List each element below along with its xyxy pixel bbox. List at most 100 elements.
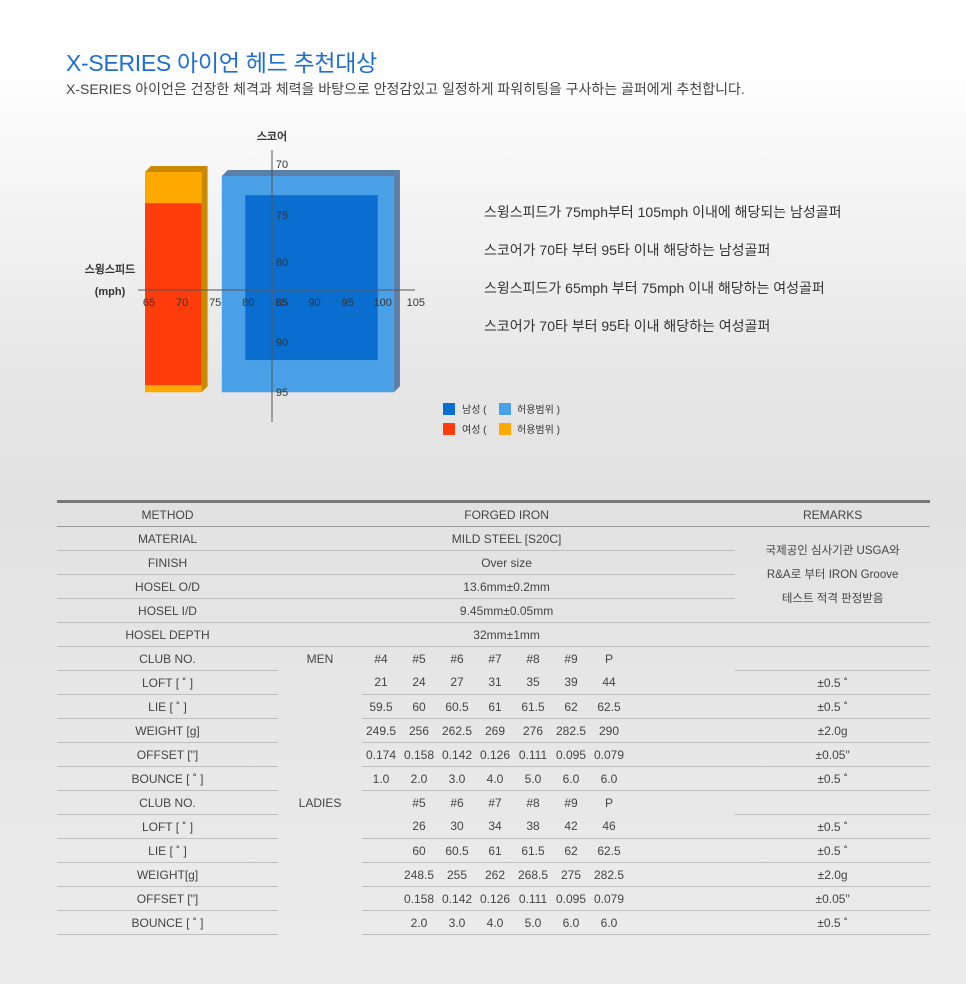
- men-core-range: [245, 195, 378, 361]
- tolerance-blank: [735, 646, 931, 671]
- spec-label: WEIGHT [g]: [57, 718, 278, 743]
- ladies-core-range: [145, 203, 202, 386]
- y-tick-label: 80: [276, 257, 288, 269]
- target-chart: 65 70 75 80 85 90 95 100 105707580859095스코어스윙스피드…: [85, 129, 560, 436]
- tolerance-value: ±0.05": [735, 886, 931, 911]
- spec-cell: 60: [400, 694, 438, 719]
- tolerance-value: ±2.0g: [735, 718, 931, 743]
- men-group-label: MEN: [306, 651, 334, 666]
- method-value: FORGED IRON: [278, 501, 736, 527]
- page-subtitle: X-SERIES 아이언은 건장한 체격과 체력을 바탕으로 안정감있고 일정하…: [66, 81, 745, 97]
- spec-cell: 61.5: [514, 838, 552, 863]
- spec-cell: 24: [400, 670, 438, 695]
- legend-label: 허용범위 ): [517, 423, 560, 436]
- men-spec-row: BOUNCE [ ˚ ] 1.0 2.0 3.0 4.0 5.0 6.0 6.0 ±0.5 ˚: [57, 766, 931, 791]
- spec-cell: 255: [438, 862, 476, 887]
- men-spec-row: LOFT [ ˚ ] 21 24 27 31 35 39 44 ±0.5 ˚: [57, 670, 931, 695]
- spec-cell: 35: [514, 670, 552, 695]
- spec-cell: 0.174: [362, 742, 400, 767]
- x-tick-label: 80: [242, 297, 254, 309]
- club-number: [362, 791, 400, 815]
- club-number: #9: [564, 795, 578, 810]
- club-number: #4: [374, 651, 388, 666]
- club-number: P: [604, 795, 613, 810]
- ladies-spec-row: OFFSET ["] 0.158 0.142 0.126 0.111 0.095 0.079…: [57, 886, 931, 911]
- spec-cell: 61: [476, 838, 514, 863]
- tolerance-value: ±2.0g: [735, 862, 931, 887]
- y-tick-label: 75: [276, 210, 288, 222]
- spec-cell: 4.0: [476, 910, 514, 935]
- x-tick-label: 65: [143, 297, 155, 309]
- x-tick-label: 100: [374, 297, 392, 309]
- spec-cell: 262: [476, 862, 514, 887]
- spec-header-row: METHOD FORGED IRON REMARKS: [57, 501, 931, 527]
- spec-cell: 3.0: [438, 910, 476, 935]
- spec-cell: 62.5: [590, 838, 628, 863]
- y-tick-label: 95: [276, 387, 288, 399]
- x-tick-label: 75: [209, 297, 221, 309]
- description-ladies-score: 스코어가 70타 부터 95타 이내 해당하는 여성골퍼: [484, 318, 771, 334]
- remarks-line: R&A로 부터 IRON Groove: [766, 568, 899, 581]
- spec-label: OFFSET ["]: [57, 886, 278, 911]
- spec-label: HOSEL O/D: [57, 574, 278, 599]
- spec-cell: 290: [590, 718, 628, 743]
- spec-cell: 0.126: [476, 886, 514, 911]
- spec-label: LIE [ ˚ ]: [57, 694, 278, 719]
- spec-cell: 38: [514, 814, 552, 839]
- spec-cell: 42: [552, 814, 590, 839]
- x-tick-label: 85: [275, 297, 287, 309]
- club-number: #5: [412, 795, 426, 810]
- ladies-spec-row: LOFT [ ˚ ] 26 30 34 38 42 46 ±0.5 ˚: [57, 814, 931, 839]
- spec-cell: 0.095: [552, 742, 590, 767]
- spec-cell: 61.5: [514, 694, 552, 719]
- spec-label: BOUNCE [ ˚ ]: [57, 766, 278, 791]
- spec-cell: 0.142: [438, 742, 476, 767]
- spec-cell: 30: [438, 814, 476, 839]
- spec-cell: 60.5: [438, 838, 476, 863]
- spec-cell: [362, 862, 400, 887]
- tolerance-value: ±0.5 ˚: [735, 910, 931, 935]
- ladies-spec-row: WEIGHT[g] 248.5 255 262 268.5 275 282.5 ±2.0g: [57, 862, 931, 887]
- ladies-group-label: LADIES: [298, 795, 342, 810]
- remarks-line: 테스트 적격 판정받음: [781, 592, 884, 605]
- x-tick-label: 95: [341, 297, 353, 309]
- club-number: #6: [450, 651, 464, 666]
- tolerance-value: ±0.5 ˚: [735, 670, 931, 695]
- spec-cell: 276: [514, 718, 552, 743]
- spec-cell: 248.5: [400, 862, 438, 887]
- spec-cell: 0.126: [476, 742, 514, 767]
- club-number: #8: [526, 651, 540, 666]
- men-club-row: CLUB NO. MEN #4 #5 #6 #7 #8 #9 P: [57, 646, 931, 671]
- spec-cell: 62: [552, 838, 590, 863]
- spec-cell: 262.5: [438, 718, 476, 743]
- spec-label: LIE [ ˚ ]: [57, 838, 278, 863]
- spec-cell: 275: [552, 862, 590, 887]
- spec-cell: 31: [476, 670, 514, 695]
- x-tick-label: 70: [176, 297, 188, 309]
- spec-cell: 60.5: [438, 694, 476, 719]
- spec-cell: 4.0: [476, 766, 514, 791]
- spec-cell: 6.0: [590, 766, 628, 791]
- spec-row: MATERIAL MILD STEEL [S20C] 국제공인 심사기관 USGA와…: [57, 526, 931, 623]
- spec-cell: [362, 910, 400, 935]
- club-number: #6: [450, 795, 464, 810]
- remarks-text: 국제공인 심사기관 USGA와 R&A로 부터 IRON Groove 테스트 적격…: [735, 526, 931, 623]
- spec-row: HOSEL I/D 9.45mm±0.05mm: [57, 598, 930, 623]
- spec-table: METHOD FORGED IRON REMARKS MATERIAL MILD STE…: [57, 500, 931, 935]
- x-tick-label: 90: [308, 297, 320, 309]
- legend-swatch: [499, 403, 511, 415]
- legend-label: 여성 (: [462, 424, 487, 436]
- remarks-line: 국제공인 심사기관 USGA와: [765, 544, 900, 557]
- men-allowed-range-top-face: [221, 170, 400, 176]
- spec-cell: 27: [438, 670, 476, 695]
- spec-cell: 282.5: [552, 718, 590, 743]
- tolerance-value: ±0.05": [735, 742, 931, 767]
- ladies-club-row: CLUB NO. LADIES #5 #6 #7 #8 #9 P: [57, 790, 931, 815]
- y-axis-label: 스코어: [257, 129, 287, 143]
- tolerance-value: ±0.5 ˚: [735, 838, 931, 863]
- spec-cell: 0.111: [514, 742, 552, 767]
- spec-cell: 0.111: [514, 886, 552, 911]
- spec-cell: 39: [552, 670, 590, 695]
- remarks-label: REMARKS: [735, 501, 931, 527]
- spec-value: 13.6mm±0.2mm: [278, 574, 736, 599]
